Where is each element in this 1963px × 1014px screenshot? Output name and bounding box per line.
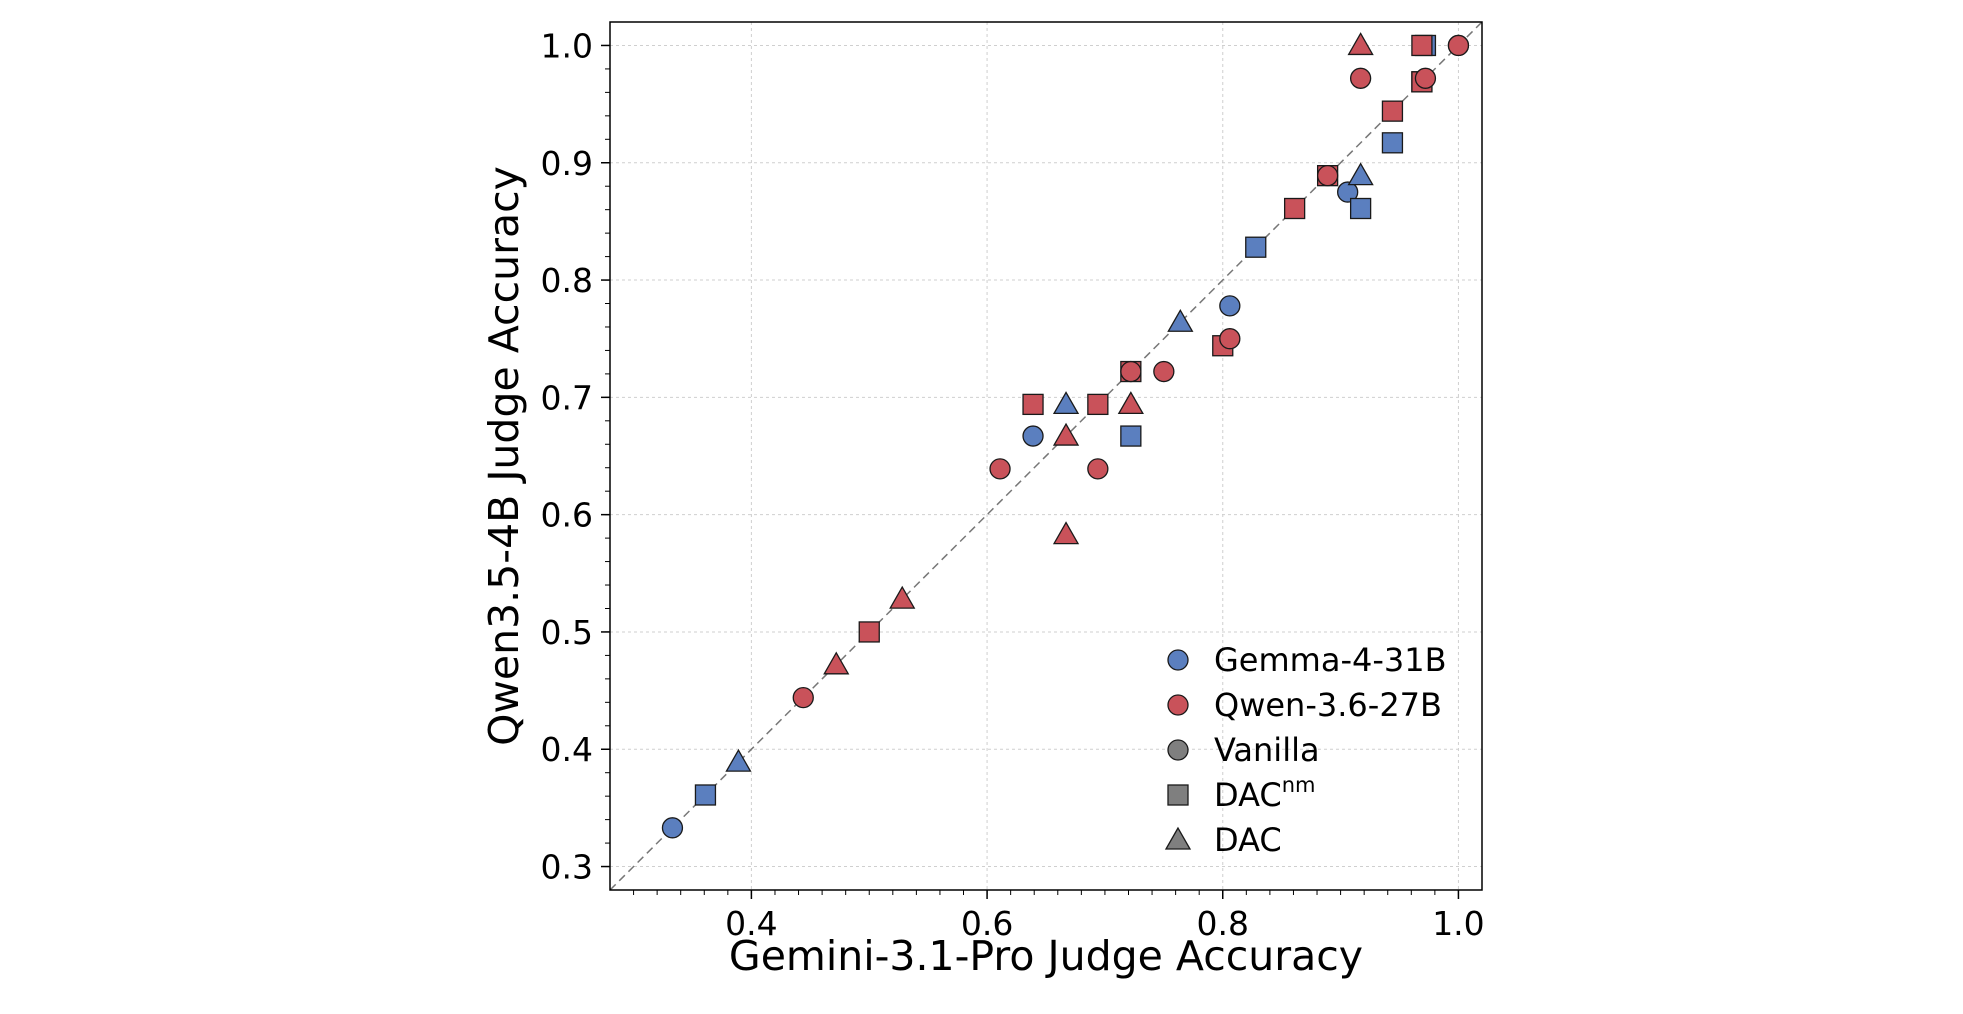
point-qwen-vanilla xyxy=(1316,165,1339,187)
legend-marker-vanilla xyxy=(1167,739,1189,761)
point-qwen-vanilla xyxy=(1087,458,1109,480)
point-gemma-vanilla xyxy=(1337,181,1359,203)
y-tick-label: 0.6 xyxy=(541,496,593,535)
point-qwen-vanilla xyxy=(1414,67,1437,89)
point-qwen-vanilla xyxy=(1349,67,1372,89)
point-qwen-dac xyxy=(1117,391,1144,415)
point-qwen-vanilla xyxy=(1219,328,1241,350)
point-gemma-dacnm xyxy=(1381,132,1404,154)
y-tick-label: 0.8 xyxy=(541,261,593,300)
point-qwen-dacnm xyxy=(1283,197,1306,220)
point-qwen-dac xyxy=(823,651,850,675)
point-gemma-dac xyxy=(1347,162,1374,186)
y-tick-label: 1.0 xyxy=(541,26,593,65)
point-qwen-vanilla xyxy=(1447,34,1470,57)
point-qwen-dacnm xyxy=(1022,393,1044,416)
legend-label-qwen: Qwen-3.6-27B xyxy=(1214,686,1442,724)
y-axis-title: Qwen3.5-4B Judge Accuracy xyxy=(480,166,528,746)
legend-marker-dac xyxy=(1164,826,1192,850)
point-gemma-vanilla xyxy=(1022,425,1044,447)
legend-label-gemma: Gemma-4-31B xyxy=(1214,641,1447,679)
legend-label-dac: DAC xyxy=(1214,821,1282,859)
y-tick-label: 0.3 xyxy=(541,848,593,887)
point-qwen-dac xyxy=(1347,32,1374,56)
x-axis-title: Gemini-3.1-Pro Judge Accuracy xyxy=(729,932,1363,980)
y-tick-label: 0.7 xyxy=(541,378,593,417)
legend-marker-dacnm xyxy=(1167,784,1189,806)
point-gemma-vanilla xyxy=(1219,295,1241,317)
x-tick-label: 0.8 xyxy=(1197,904,1249,943)
legend-superscript: nm xyxy=(1282,773,1316,797)
point-gemma-dac xyxy=(1052,391,1080,415)
legend-marker-qwen xyxy=(1167,694,1189,716)
y-tick-label: 0.4 xyxy=(541,730,593,769)
point-gemma-dacnm xyxy=(1120,425,1142,447)
point-gemma-vanilla xyxy=(661,817,684,839)
point-gemma-dac xyxy=(725,748,752,772)
point-qwen-dacnm xyxy=(1381,100,1404,122)
point-gemma-dacnm xyxy=(694,784,717,806)
x-tick-label: 1.0 xyxy=(1432,904,1484,943)
point-gemma-dac xyxy=(1167,308,1194,332)
point-qwen-vanilla xyxy=(792,686,814,709)
point-gemma-dacnm xyxy=(1245,236,1267,258)
ticks-layer: 0.4 0.6 0.8 1.0 0.3 0.4 0.5 0.6 0.7 0.8 0.9 1.0 xyxy=(541,26,1485,943)
legend-marker-gemma xyxy=(1167,649,1189,671)
legend-label-dacnm: DACnm xyxy=(1214,773,1316,814)
y-tick-label: 0.9 xyxy=(541,144,593,183)
point-qwen-vanilla xyxy=(989,458,1011,480)
point-qwen-dacnm xyxy=(1087,393,1109,416)
legend-label-vanilla: Vanilla xyxy=(1214,731,1320,769)
point-qwen-vanilla xyxy=(1153,360,1175,383)
diagonal-reference-line xyxy=(609,21,1483,891)
x-tick-label: 0.6 xyxy=(961,904,1013,943)
point-qwen-dac xyxy=(889,585,916,609)
plot-area-frame xyxy=(609,21,1483,891)
points-layer xyxy=(661,32,1470,839)
point-qwen-dacnm xyxy=(1411,34,1433,57)
legend: Gemma-4-31B Qwen-3.6-27B Vanilla DACnm DAC xyxy=(1164,641,1447,859)
y-tick-label: 0.5 xyxy=(541,613,593,652)
x-tick-label: 0.4 xyxy=(725,904,777,943)
point-qwen-dacnm xyxy=(858,621,880,643)
point-gemma-dacnm xyxy=(1349,197,1372,220)
point-qwen-dac xyxy=(1052,521,1080,545)
point-qwen-dac xyxy=(1052,422,1080,446)
point-qwen-vanilla xyxy=(1120,360,1142,383)
grid-layer xyxy=(610,22,1482,890)
